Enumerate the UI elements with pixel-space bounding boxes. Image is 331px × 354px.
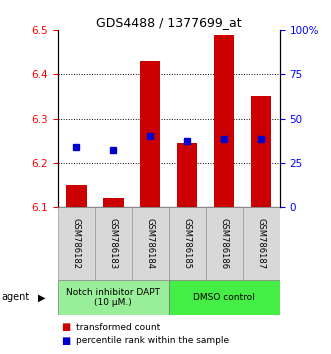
Bar [169,280,280,315]
Bar [243,207,280,280]
Bar [169,207,206,280]
Bar [214,34,234,207]
Bar [66,185,87,207]
Text: DMSO control: DMSO control [193,293,255,302]
Bar [251,97,271,207]
Text: ■: ■ [61,322,71,332]
Bar [132,207,169,280]
Bar [206,207,243,280]
Text: ▶: ▶ [38,292,46,302]
Text: Notch inhibitor DAPT
(10 μM.): Notch inhibitor DAPT (10 μM.) [67,288,160,307]
Bar [177,143,198,207]
Text: GSM786182: GSM786182 [72,218,81,269]
Text: GSM786186: GSM786186 [220,218,229,269]
Text: transformed count: transformed count [76,323,161,332]
Text: ■: ■ [61,336,71,346]
Bar [140,61,161,207]
Bar [58,280,169,315]
Text: percentile rank within the sample: percentile rank within the sample [76,336,229,345]
Bar [95,207,132,280]
Bar [103,198,123,207]
Text: GSM786187: GSM786187 [257,218,266,269]
Text: GSM786184: GSM786184 [146,218,155,269]
Text: GSM786183: GSM786183 [109,218,118,269]
Text: agent: agent [2,292,30,302]
Bar [58,207,95,280]
Text: GSM786185: GSM786185 [183,218,192,269]
Title: GDS4488 / 1377699_at: GDS4488 / 1377699_at [96,16,242,29]
